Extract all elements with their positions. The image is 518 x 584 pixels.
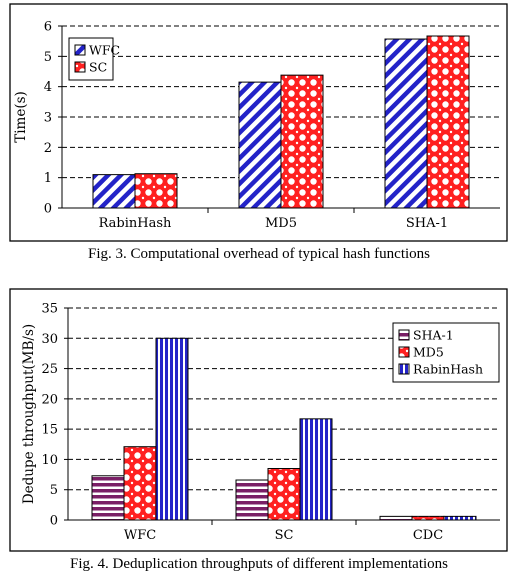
y-tick-label: 6 [44, 20, 52, 35]
x-tick-label: WFC [124, 528, 156, 543]
figure-4-caption: Fig. 4. Deduplication throughputs of dif… [70, 556, 448, 572]
chart-computational-overhead: 0 1 2 3 4 5 6 Time(s) RabinHash MD5 SHA-1 WFC SC [9, 3, 508, 242]
y-tick-label: 30 [41, 332, 58, 347]
x-tick-label: SC [275, 528, 294, 543]
legend-swatch-sc [74, 61, 86, 73]
legend-swatch-wfc [74, 44, 86, 56]
y-tick-label: 2 [44, 141, 52, 156]
figure-3-panel: 0 1 2 3 4 5 6 Time(s) RabinHash MD5 SHA-1 WFC SC Fig… [0, 0, 518, 272]
figure-3-caption: Fig. 3. Computational overhead of typica… [87, 246, 431, 262]
y-tick-label: 4 [44, 80, 52, 95]
bar-sha-1-wfc [91, 475, 125, 521]
y-tick-label: 15 [41, 423, 58, 438]
bar-wfc-md5 [238, 81, 282, 209]
bar-wfc-sha-1 [384, 38, 428, 209]
y-tick-label: 25 [41, 362, 58, 377]
legend-swatch-rabinhash [398, 363, 410, 375]
x-tick-label: MD5 [265, 216, 297, 231]
y-tick-label: 0 [50, 514, 58, 529]
bar-sha-1-cdc [379, 515, 413, 521]
y-tick-label: 0 [44, 202, 52, 217]
y-tick-label: 5 [50, 483, 58, 498]
bar-sc-rabinhash [134, 173, 178, 209]
bar-sc-sha-1 [426, 35, 470, 209]
y-tick-label: 1 [44, 171, 52, 186]
chart-frame [9, 288, 508, 552]
bar-rabinhash-wfc [155, 337, 189, 521]
bar-md5-wfc [123, 446, 157, 521]
bar-md5-cdc [411, 515, 445, 521]
legend-swatch-md5 [398, 346, 410, 358]
bar-sha-1-sc [235, 479, 269, 521]
x-tick-label: SHA-1 [406, 216, 448, 231]
bar-rabinhash-cdc [443, 515, 477, 521]
legend-label-wfc: WFC [89, 43, 120, 58]
legend-label-rabinhash: RabinHash [413, 362, 483, 377]
legend [392, 322, 500, 383]
legend-label-md5: MD5 [413, 345, 444, 360]
chart-frame [9, 3, 508, 242]
y-axis-label: Dedupe throughput(MB/s) [21, 324, 37, 504]
y-axis-label: Time(s) [13, 91, 29, 143]
legend-swatch-sha-1 [398, 329, 410, 341]
chart-dedup-throughput: 0 5 10 15 20 25 30 35 Dedupe throughput(MB/s) WFC… [9, 288, 508, 552]
legend-label-sha-1: SHA-1 [413, 328, 454, 343]
bar-md5-sc [267, 468, 301, 521]
y-tick-label: 5 [44, 50, 52, 65]
legend-label-sc: SC [89, 60, 107, 75]
x-tick-label: RabinHash [99, 216, 172, 231]
y-tick-label: 10 [41, 453, 58, 468]
figure-4-panel: 0 5 10 15 20 25 30 35 Dedupe throughput(MB/s) WFC… [0, 285, 518, 584]
y-tick-label: 20 [41, 392, 58, 407]
bar-rabinhash-sc [299, 418, 333, 521]
y-tick-label: 3 [44, 111, 52, 126]
bar-sc-md5 [280, 74, 324, 209]
bar-wfc-rabinhash [92, 174, 136, 209]
y-tick-label: 35 [41, 302, 58, 317]
x-tick-label: CDC [413, 528, 443, 543]
